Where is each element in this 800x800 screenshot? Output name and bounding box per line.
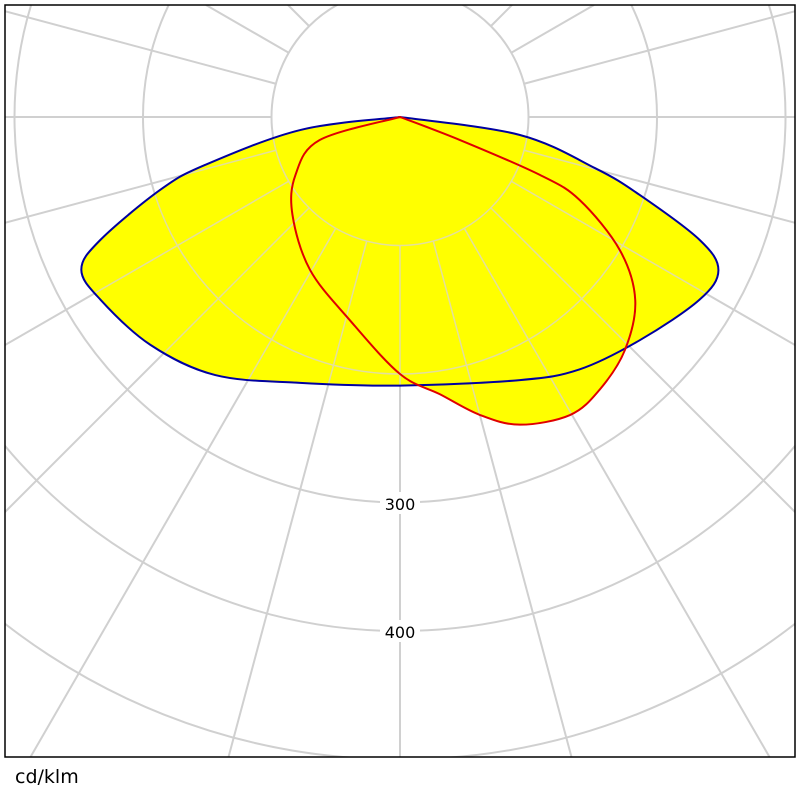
tick-label-400: 400	[385, 623, 416, 642]
grid-spoke-345	[227, 240, 368, 425]
radial-tick-labels: 300 400	[380, 492, 420, 642]
intensity-fill-1	[291, 117, 636, 425]
grid-spoke-255	[5, 10, 277, 85]
tick-label-bg	[380, 620, 420, 642]
grid-spoke-300	[81, 180, 290, 346]
unit-label: cd/klm	[15, 766, 79, 788]
intensity-curve-1	[290, 115, 637, 426]
grid-spoke-240	[205, 5, 290, 54]
tick-label-bg	[380, 492, 420, 514]
tick-label-300: 300	[385, 495, 416, 514]
grid-spoke-120	[510, 5, 595, 54]
grid-spoke-15	[432, 240, 573, 425]
grid-spoke-135	[490, 5, 513, 27]
grid-spoke-105	[523, 10, 795, 85]
grid-spoke-60	[510, 180, 719, 346]
grid-spoke-30	[463, 227, 719, 425]
intensity-curve-0	[80, 115, 720, 387]
grid-spoke-330	[81, 227, 337, 425]
plot-frame	[4, 4, 796, 758]
intensity-outlines	[80, 115, 720, 426]
grid-spoke-225	[287, 5, 310, 27]
